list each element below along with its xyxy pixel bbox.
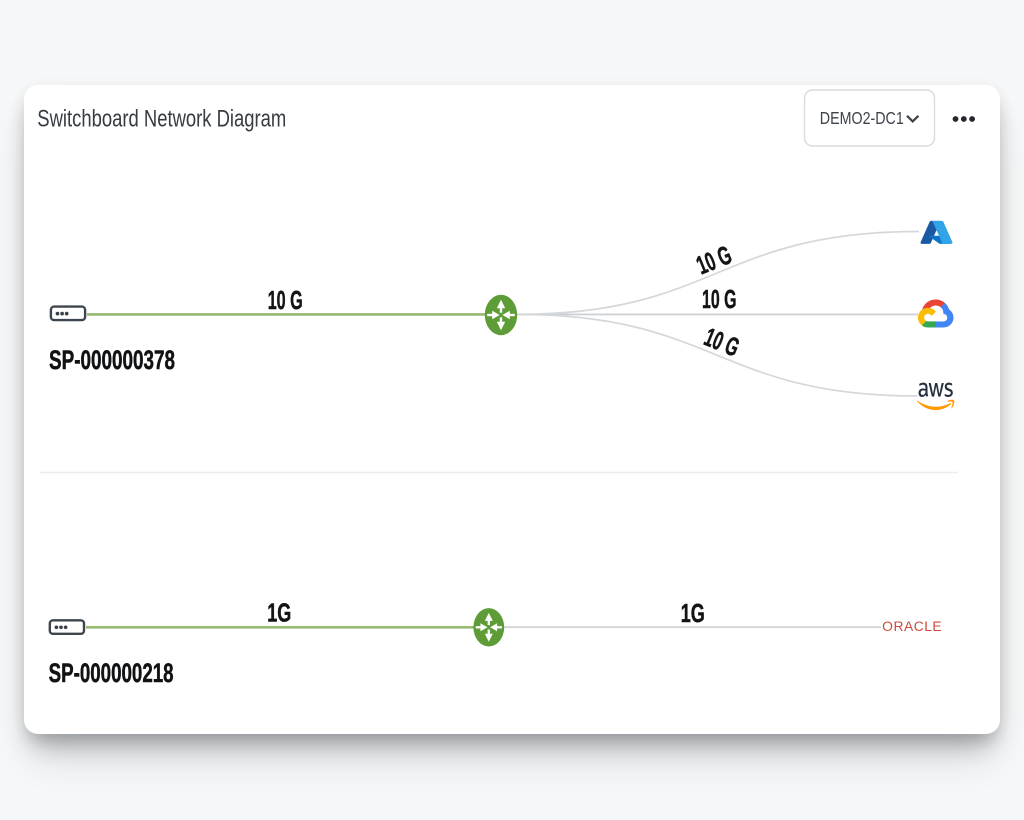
- svg-text:DEMO2-DC1: DEMO2-DC1: [820, 108, 904, 128]
- svg-text:10 G: 10 G: [268, 285, 303, 315]
- svg-text:ORACLE: ORACLE: [882, 619, 942, 634]
- svg-text:10 G: 10 G: [700, 322, 744, 363]
- svg-text:SP-000000378: SP-000000378: [49, 345, 175, 375]
- svg-text:Switchboard Network Diagram: Switchboard Network Diagram: [37, 107, 286, 133]
- svg-text:SP-000000218: SP-000000218: [49, 658, 174, 688]
- svg-text:1G: 1G: [267, 597, 291, 627]
- svg-text:10 G: 10 G: [702, 284, 737, 314]
- svg-text:10 G: 10 G: [692, 239, 736, 280]
- svg-text:1G: 1G: [681, 598, 705, 628]
